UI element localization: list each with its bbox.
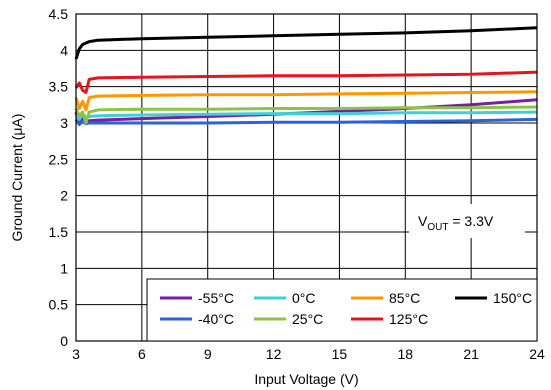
annotation-text: VOUT = 3.3V [418,213,494,233]
legend-box [146,278,538,342]
legend-label-1: -40°C [198,311,234,327]
series-lines [74,26,538,126]
legend-label-5: 125°C [389,311,428,327]
x-tick-label: 18 [397,346,413,362]
y-tick-label: 0 [60,333,68,349]
y-tick-label: 4 [60,42,68,58]
y-tick-label: 2 [60,188,68,204]
annotation-rest: = 3.3V [448,213,493,229]
x-tick-label: 9 [204,346,212,362]
x-tick-label: 6 [138,346,146,362]
legend-label-2: 0°C [292,290,316,306]
legend-label-4: 85°C [389,290,420,306]
series-line-1 [74,117,538,126]
x-tick-label: 12 [266,346,282,362]
series-line-6 [74,26,538,60]
legend-label-0: -55°C [198,290,234,306]
x-tick-label: 21 [463,346,479,362]
legend-label-6: 150°C [493,290,532,306]
y-tick-label: 2.5 [49,151,69,167]
x-tick-label: 3 [72,346,80,362]
series-line-4 [74,90,538,112]
legend-label-3: 25°C [292,311,323,327]
y-tick-label: 3 [60,115,68,131]
series-line-5 [74,70,538,94]
y-tick-label: 0.5 [49,297,69,313]
legend-items: -55°C 0°C 85°C 150°C -40°C 25°C 125°C [160,290,532,327]
x-axis-title: Input Voltage (V) [254,371,358,387]
y-axis-title: Ground Current (μA) [9,114,25,242]
y-tick-label: 4.5 [49,6,69,22]
y-tick-label: 3.5 [49,79,69,95]
y-tick-label: 1 [60,260,68,276]
series-line-3 [74,105,538,125]
x-tick-label: 24 [529,346,545,362]
legend: -55°C 0°C 85°C 150°C -40°C 25°C 125°C [146,278,538,342]
annotation-main: V [418,213,428,229]
tick-labels: 3 6 9 12 15 18 21 24 0 0.5 1 1.5 2 2.5 3 3.5 4 4.5 [49,6,545,362]
annotation-box [409,204,525,238]
y-tick-label: 1.5 [49,224,69,240]
x-tick-label: 15 [332,346,348,362]
vout-annotation: VOUT = 3.3V [409,204,525,238]
annotation-subscript: OUT [427,222,448,233]
